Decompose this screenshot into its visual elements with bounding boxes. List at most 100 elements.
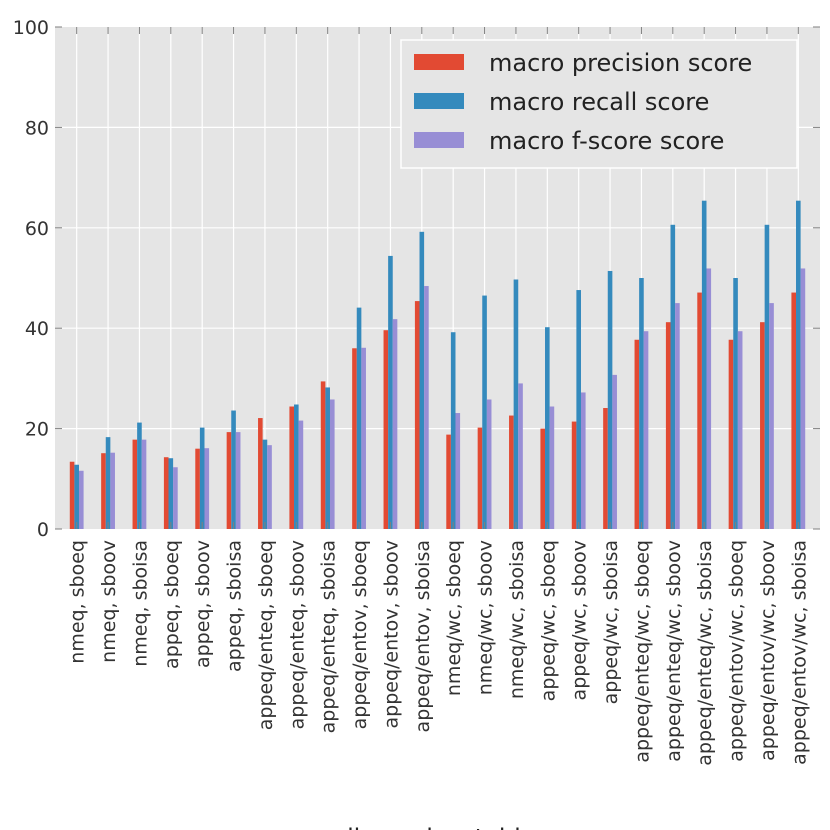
bar bbox=[580, 392, 586, 529]
legend: macro precision score macro recall score m… bbox=[400, 39, 798, 169]
bar bbox=[769, 303, 774, 529]
bar bbox=[141, 439, 147, 529]
legend-label: macro recall score bbox=[489, 88, 709, 116]
bar bbox=[446, 434, 451, 529]
legend-swatch bbox=[414, 132, 464, 148]
bar bbox=[105, 437, 111, 529]
bar bbox=[195, 448, 200, 529]
legend-swatch bbox=[414, 54, 464, 70]
bar bbox=[69, 461, 75, 529]
x-tick-label: nmeq, sboov bbox=[98, 540, 120, 663]
bar bbox=[392, 319, 398, 529]
bar bbox=[388, 255, 393, 529]
bar bbox=[518, 383, 523, 529]
bar bbox=[791, 292, 797, 529]
x-tick-label: nmeq, sboeq bbox=[67, 540, 89, 664]
bar bbox=[294, 404, 299, 529]
y-tick-label: 100 bbox=[13, 17, 49, 39]
bar bbox=[509, 415, 514, 529]
y-tick-label: 80 bbox=[25, 117, 49, 139]
legend-box bbox=[400, 39, 798, 169]
x-tick-label: nmeq/wc, sboeq bbox=[443, 540, 465, 696]
bar bbox=[173, 467, 178, 529]
bar bbox=[764, 224, 770, 530]
x-tick-label: appeq/enteq/wc, sboov bbox=[663, 540, 685, 762]
x-tick-label: nmeq/wc, sboov bbox=[475, 540, 497, 695]
bar bbox=[571, 421, 577, 529]
bar bbox=[549, 406, 555, 529]
bar bbox=[796, 200, 801, 529]
y-tick-label: 20 bbox=[25, 419, 49, 441]
bar bbox=[603, 408, 608, 529]
y-tick-label: 40 bbox=[25, 318, 49, 340]
bar bbox=[132, 439, 138, 529]
bar bbox=[414, 301, 420, 529]
bar bbox=[168, 458, 174, 529]
bar bbox=[733, 278, 738, 529]
bar bbox=[258, 418, 263, 529]
bar bbox=[231, 410, 236, 529]
x-tick-label: appeq/wc, sboov bbox=[569, 540, 591, 700]
bar bbox=[670, 224, 676, 530]
bar bbox=[643, 331, 649, 529]
bar bbox=[320, 381, 326, 529]
bar bbox=[450, 332, 456, 529]
bar bbox=[226, 432, 232, 529]
bar bbox=[706, 268, 712, 529]
bar bbox=[701, 200, 707, 529]
bar bbox=[639, 278, 644, 529]
bar bbox=[361, 347, 366, 529]
x-tick-label: appeq/enteq/wc, sboisa bbox=[694, 540, 716, 766]
bar bbox=[289, 406, 295, 529]
bar bbox=[634, 339, 640, 529]
bar bbox=[298, 420, 304, 529]
bars bbox=[69, 200, 806, 530]
x-tick-label: appeq, sboov bbox=[192, 540, 214, 668]
legend-swatch bbox=[414, 93, 464, 109]
y-axis-ticks: 0 20 40 60 80 100 bbox=[13, 17, 820, 541]
bar bbox=[199, 427, 205, 529]
bar bbox=[486, 399, 492, 529]
bar bbox=[78, 470, 84, 529]
legend-label: macro precision score bbox=[489, 49, 752, 77]
bar bbox=[352, 348, 357, 529]
x-tick-label: appeq/entov, sboisa bbox=[412, 540, 434, 732]
bar bbox=[110, 452, 115, 529]
y-tick-label: 60 bbox=[25, 218, 49, 240]
bar bbox=[137, 422, 142, 529]
bar bbox=[800, 268, 806, 529]
bar bbox=[356, 307, 362, 529]
bar bbox=[545, 327, 550, 529]
x-tick-label: appeq/entov/wc, sboisa bbox=[788, 540, 810, 765]
bar bbox=[424, 286, 429, 529]
legend-label: macro f-score score bbox=[489, 127, 724, 155]
bar bbox=[665, 322, 671, 529]
bar bbox=[697, 292, 702, 529]
x-tick-label: appeq, sboeq bbox=[161, 540, 183, 669]
bar bbox=[482, 295, 487, 529]
bar bbox=[737, 331, 743, 529]
x-tick-label: appeq, sboisa bbox=[224, 540, 246, 672]
bar bbox=[74, 464, 79, 529]
x-tick-label: appeq/entov/wc, sboeq bbox=[726, 540, 748, 762]
bar bbox=[329, 399, 335, 529]
x-tick-label: appeq/enteq/wc, sboeq bbox=[631, 540, 653, 763]
bar bbox=[163, 457, 169, 529]
y-tick-label: 0 bbox=[37, 519, 49, 541]
bar bbox=[760, 322, 765, 529]
x-tick-label: appeq/wc, sboisa bbox=[600, 540, 622, 704]
bar bbox=[513, 279, 519, 529]
bar bbox=[612, 374, 617, 529]
bar bbox=[101, 453, 106, 529]
bar bbox=[419, 231, 425, 529]
bar bbox=[267, 445, 272, 529]
x-axis-label: dimension_table bbox=[338, 824, 535, 830]
bar bbox=[325, 387, 330, 529]
x-tick-label: nmeq/wc, sboisa bbox=[506, 540, 528, 699]
bar bbox=[540, 428, 546, 529]
x-tick-label: appeq/entov/wc, sboov bbox=[757, 540, 779, 761]
x-tick-label: appeq/entov, sboeq bbox=[349, 540, 371, 729]
bar bbox=[262, 439, 268, 529]
x-axis-ticks: nmeq, sboeq nmeq, sboov nmeq, sboisa appeq,… bbox=[67, 27, 810, 766]
